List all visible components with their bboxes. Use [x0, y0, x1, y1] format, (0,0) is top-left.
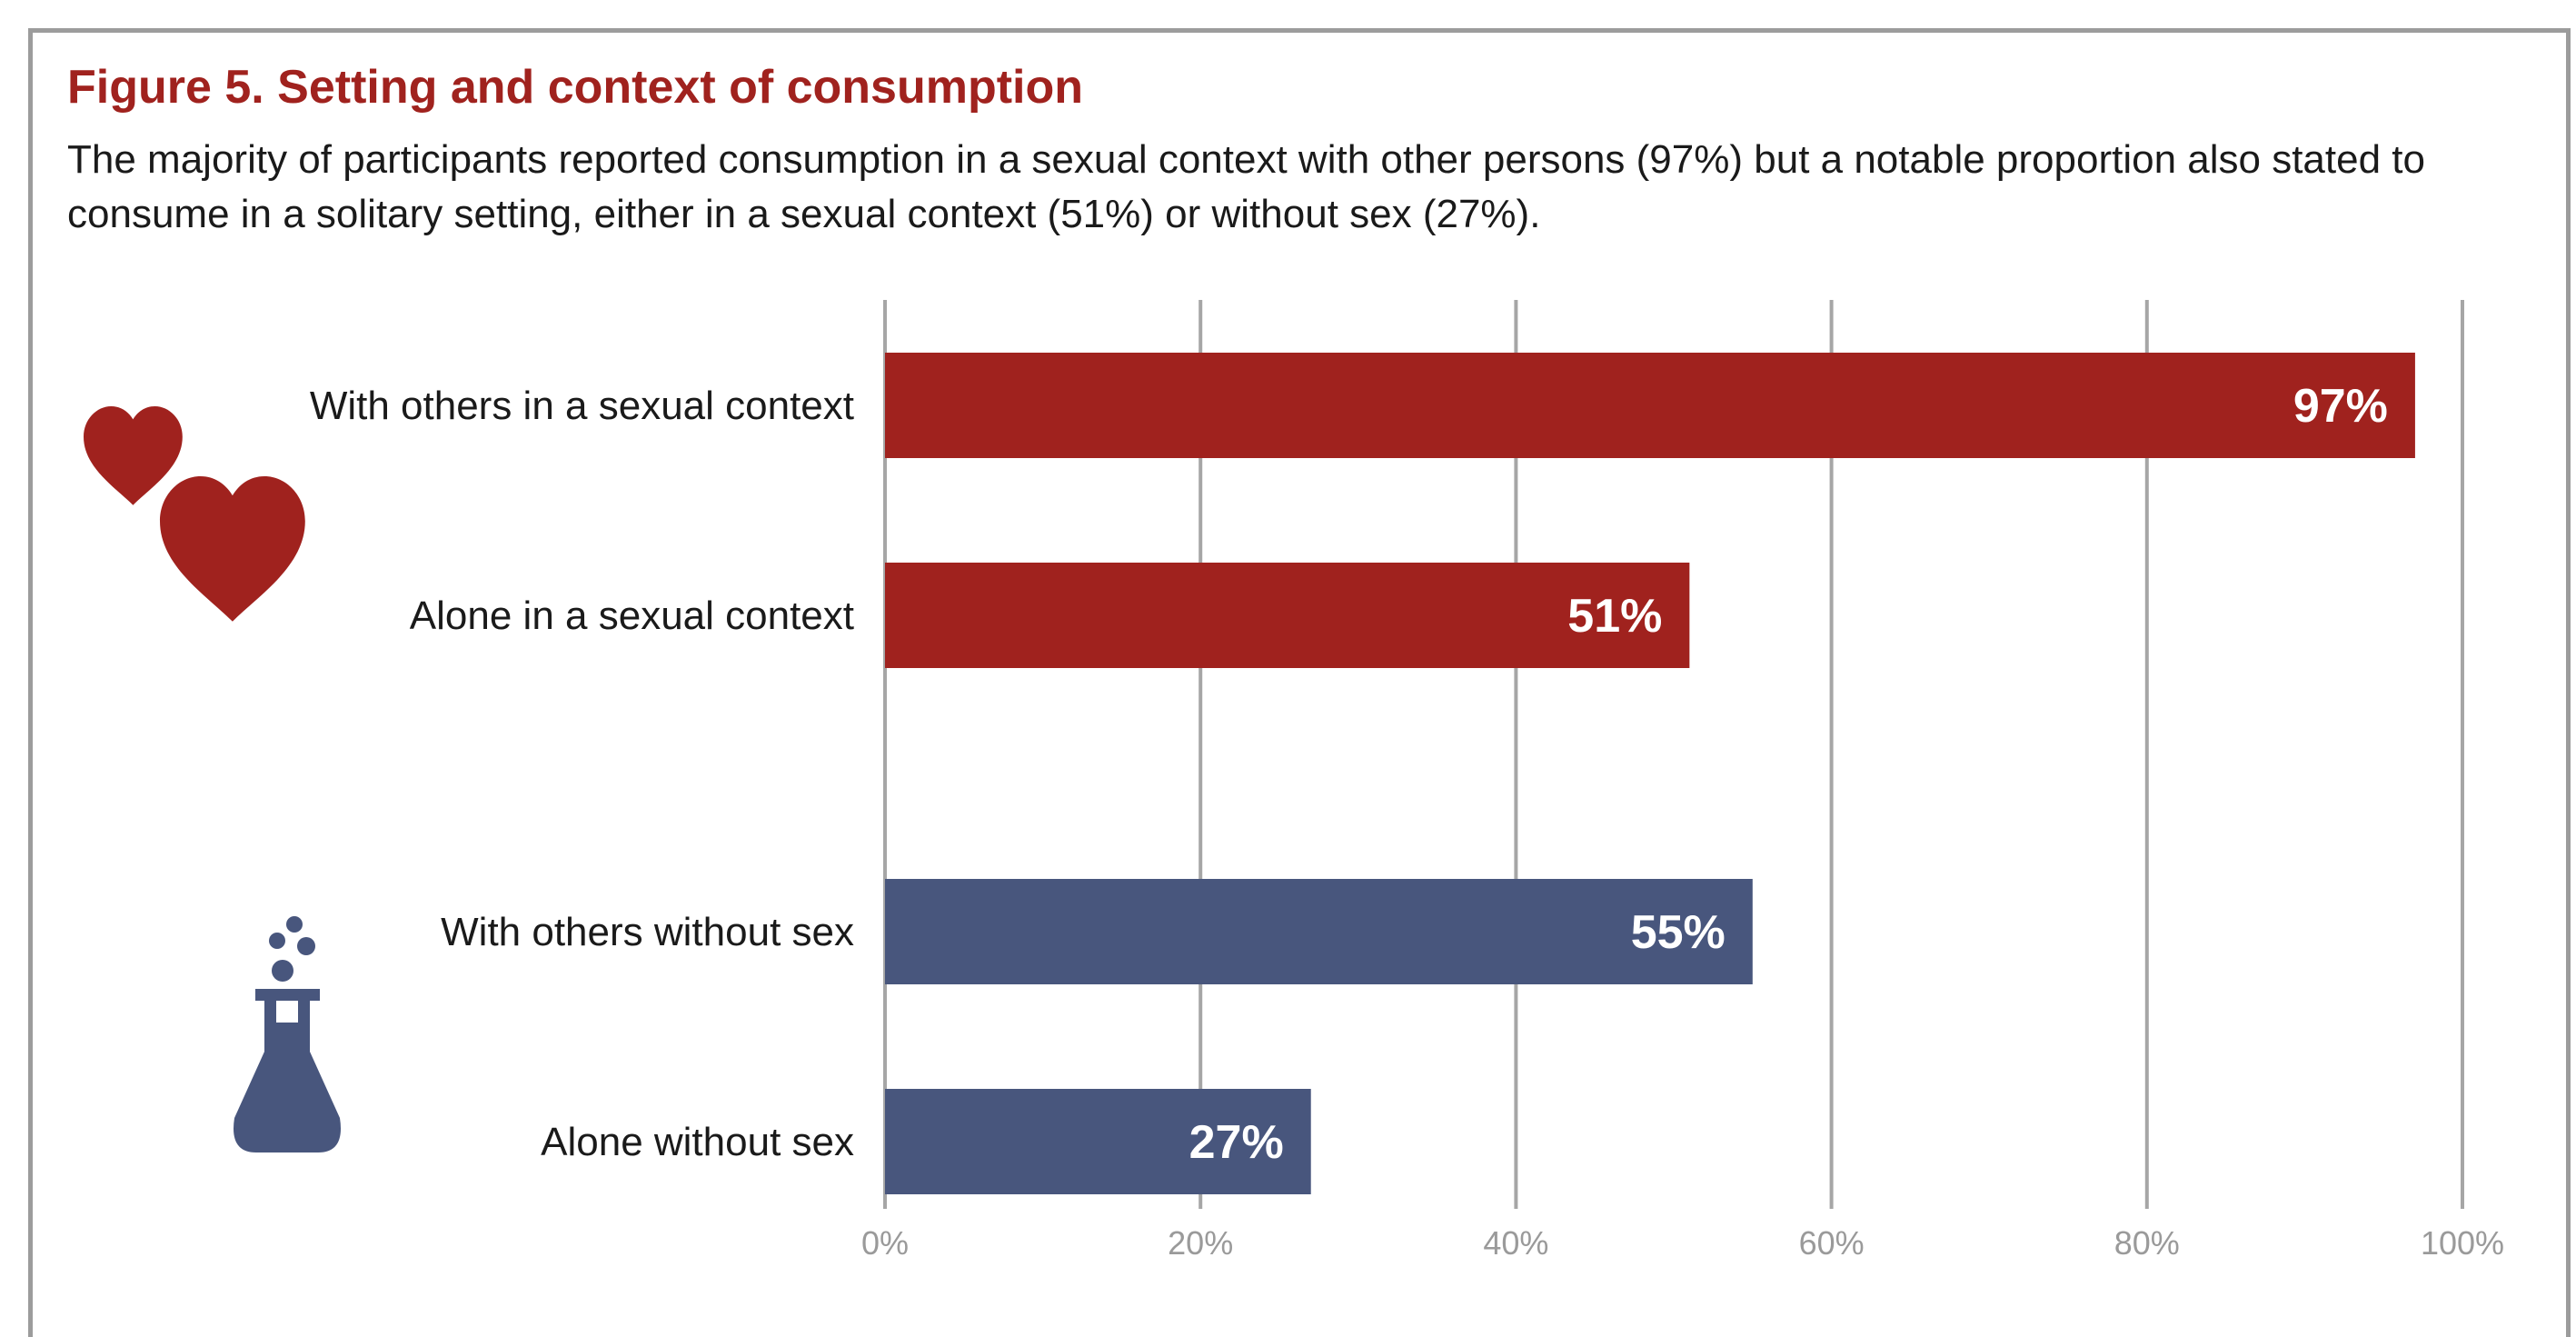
bar: [885, 1089, 1311, 1194]
x-tick-label: 0%: [861, 1224, 909, 1262]
x-tick-label: 100%: [2421, 1224, 2504, 1262]
figure-frame: [28, 28, 2571, 1337]
labels: 0% 20% 40% 60% 80% 100% With others in a sexua…: [310, 380, 2504, 1262]
category-label: With others without sex: [441, 910, 854, 954]
data-label: 27%: [1189, 1116, 1284, 1169]
small-heart-icon: [84, 406, 183, 505]
hearts-icon: [84, 406, 305, 622]
x-tick-label: 60%: [1799, 1224, 1865, 1262]
figure-caption: The majority of participants reported co…: [67, 137, 2425, 236]
data-label: 51%: [1567, 590, 1662, 643]
bubble-icon: [297, 937, 315, 955]
bar: [885, 563, 1690, 668]
flask-icon: [234, 916, 341, 1152]
category-label: Alone without sex: [541, 1120, 854, 1164]
bubble-icon: [269, 933, 285, 949]
flask-body-icon: [234, 989, 341, 1152]
data-label: 55%: [1631, 906, 1726, 959]
x-tick-label: 20%: [1168, 1224, 1233, 1262]
bubble-icon: [286, 916, 303, 933]
bars: [885, 353, 2415, 1194]
x-tick-label: 80%: [2114, 1224, 2180, 1262]
bubble-icon: [272, 960, 293, 982]
bar: [885, 353, 2415, 458]
x-tick-label: 40%: [1483, 1224, 1548, 1262]
large-heart-icon: [160, 476, 305, 622]
bar: [885, 879, 1753, 984]
category-label: Alone in a sexual context: [410, 594, 854, 638]
data-label: 97%: [2293, 380, 2388, 433]
category-label: With others in a sexual context: [310, 384, 854, 428]
figure-title: Figure 5. Setting and context of consump…: [67, 61, 1084, 114]
